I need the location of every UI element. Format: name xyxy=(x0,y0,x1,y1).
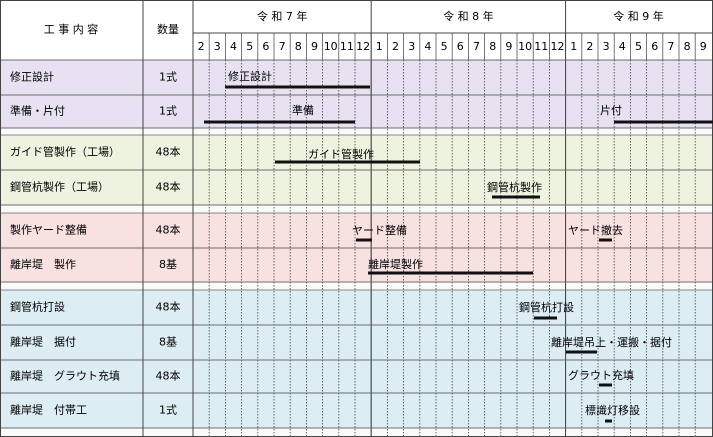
task-label: ガイド管製作（工場） xyxy=(10,145,120,159)
schedule-bar xyxy=(492,195,540,199)
month-label: 12 xyxy=(551,40,565,53)
qty-label: 48本 xyxy=(156,145,181,159)
row-bg xyxy=(0,290,713,325)
month-label: 5 xyxy=(635,40,642,53)
row-bg xyxy=(0,360,713,393)
year-label: 令 和 8 年 xyxy=(443,9,494,23)
month-label: 2 xyxy=(392,40,399,53)
qty-label: 48本 xyxy=(156,180,181,194)
schedule-bar xyxy=(368,271,533,275)
row-bg xyxy=(0,170,713,205)
month-label: 7 xyxy=(279,40,286,53)
month-label: 11 xyxy=(534,40,548,53)
month-label: 9 xyxy=(700,40,707,53)
month-label: 3 xyxy=(408,40,415,53)
row-bg xyxy=(0,95,713,128)
month-label: 11 xyxy=(340,40,354,53)
bar-label: ヤード撤去 xyxy=(568,223,623,237)
spacer xyxy=(0,428,713,437)
qty-label: 1式 xyxy=(159,404,177,417)
month-label: 12 xyxy=(356,40,370,53)
bar-label: グラウト充填 xyxy=(568,368,634,382)
header-task: 工 事 内 容 xyxy=(44,22,99,36)
schedule-bar xyxy=(599,238,612,242)
schedule-bar xyxy=(614,120,713,124)
qty-label: 1式 xyxy=(159,71,177,84)
bar-label: 標識灯移設 xyxy=(585,403,640,417)
row-bg xyxy=(0,248,713,282)
month-label: 3 xyxy=(214,40,221,53)
bar-label: 離岸堤吊上・運搬・据付 xyxy=(551,335,672,349)
spacer xyxy=(0,282,713,290)
month-label: 1 xyxy=(376,40,383,53)
year-label: 令 和 7 年 xyxy=(257,9,308,23)
row-bg xyxy=(0,325,713,360)
month-label: 2 xyxy=(586,40,593,53)
qty-label: 48本 xyxy=(156,223,181,237)
task-label: 準備・片付 xyxy=(10,104,65,118)
qty-label: 8基 xyxy=(159,336,177,349)
spacer xyxy=(0,128,713,135)
month-label: 6 xyxy=(457,40,464,53)
month-label: 5 xyxy=(441,40,448,53)
qty-label: 48本 xyxy=(156,369,181,383)
bar-label: ヤード整備 xyxy=(352,223,407,237)
schedule-bar xyxy=(534,316,557,320)
schedule-bar xyxy=(599,383,612,387)
month-label: 2 xyxy=(198,40,205,53)
schedule-bar xyxy=(605,419,612,423)
month-label: 7 xyxy=(473,40,480,53)
qty-label: 8基 xyxy=(159,258,177,271)
month-label: 9 xyxy=(505,40,512,53)
task-label: 離岸堤 グラウト充填 xyxy=(10,369,120,383)
month-label: 10 xyxy=(324,40,338,53)
row-bg xyxy=(0,135,713,170)
task-label: 離岸堤 据付 xyxy=(10,335,76,349)
month-label: 4 xyxy=(424,40,431,53)
task-label: 製作ヤード整備 xyxy=(10,223,87,237)
row-bg xyxy=(0,60,713,95)
bar-label: 鋼管杭打設 xyxy=(519,300,574,314)
month-label: 6 xyxy=(262,40,269,53)
month-label: 1 xyxy=(570,40,577,53)
task-label: 修正設計 xyxy=(10,70,54,84)
month-label: 7 xyxy=(667,40,674,53)
bar-label: 鋼管杭製作 xyxy=(487,180,542,194)
month-label: 4 xyxy=(619,40,626,53)
qty-label: 1式 xyxy=(159,105,177,118)
header-qty: 数量 xyxy=(157,23,179,36)
task-label: 離岸堤 製作 xyxy=(10,257,76,271)
schedule-bar xyxy=(566,350,597,354)
month-label: 3 xyxy=(603,40,610,53)
schedule-bar xyxy=(356,238,372,242)
row-bg xyxy=(0,393,713,428)
bar-label: ガイド管製作 xyxy=(308,147,374,161)
qty-label: 48本 xyxy=(156,300,181,314)
month-label: 5 xyxy=(246,40,253,53)
spacer xyxy=(0,205,713,213)
bar-label: 準備 xyxy=(292,103,314,117)
schedule-bar xyxy=(225,85,370,89)
bar-label: 離岸堤製作 xyxy=(368,257,423,271)
schedule-bar xyxy=(204,120,355,124)
month-label: 9 xyxy=(311,40,318,53)
bar-label: 片付 xyxy=(600,104,622,117)
month-label: 10 xyxy=(518,40,532,53)
month-label: 6 xyxy=(651,40,658,53)
task-label: 鋼管杭製作（工場） xyxy=(10,180,109,194)
row-bg xyxy=(0,213,713,248)
task-label: 鋼管杭打設 xyxy=(10,300,65,314)
month-label: 4 xyxy=(230,40,237,53)
task-label: 離岸堤 付帯工 xyxy=(10,403,87,417)
year-label: 令 和 9 年 xyxy=(613,9,664,23)
month-label: 8 xyxy=(295,40,302,53)
month-label: 8 xyxy=(489,40,496,53)
schedule-bar xyxy=(275,160,420,164)
month-label: 8 xyxy=(684,40,691,53)
bar-label: 修正設計 xyxy=(228,69,272,83)
